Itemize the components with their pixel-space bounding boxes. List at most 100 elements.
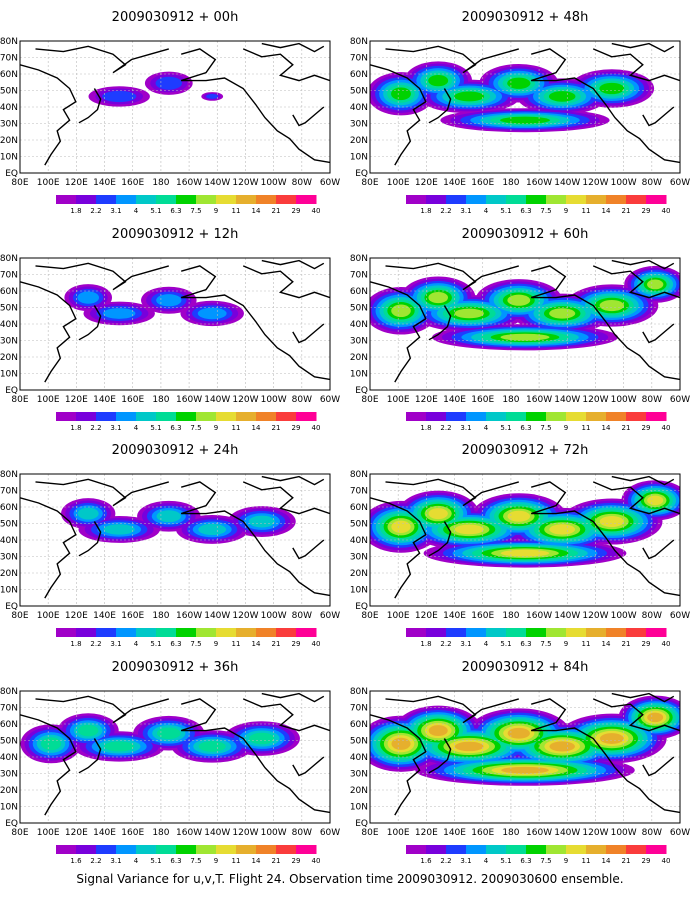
lon-label: 120E bbox=[415, 828, 438, 838]
colorbar-tick: 5.1 bbox=[150, 640, 161, 648]
colorbar-tick: 7.5 bbox=[540, 424, 551, 432]
colorbar-tick: 4 bbox=[134, 857, 139, 865]
coastline bbox=[428, 521, 452, 557]
colorbar-swatch bbox=[236, 628, 257, 637]
colorbar-swatch bbox=[586, 195, 607, 204]
coastline bbox=[611, 42, 675, 53]
colorbar-swatch bbox=[96, 845, 117, 854]
colorbar-swatch bbox=[116, 628, 137, 637]
colorbar-tick: 5.1 bbox=[500, 857, 511, 865]
colorbar-swatch bbox=[526, 628, 547, 637]
lon-label: 60W bbox=[320, 395, 340, 405]
colorbar-tick: 40 bbox=[312, 857, 321, 865]
colorbar-swatch bbox=[446, 845, 467, 854]
lon-label: 100W bbox=[261, 828, 287, 838]
lon-label: 80E bbox=[361, 611, 378, 621]
lat-label: EQ bbox=[355, 819, 368, 829]
lon-label: 160E bbox=[121, 611, 144, 621]
colorbar-tick: 11 bbox=[582, 424, 591, 432]
lat-label: 20N bbox=[350, 786, 368, 796]
coastline bbox=[385, 478, 519, 507]
lon-label: 140E bbox=[443, 611, 466, 621]
lon-label: 140W bbox=[554, 178, 580, 188]
lon-label: 140W bbox=[204, 611, 230, 621]
lat-label: 10N bbox=[0, 803, 18, 813]
lat-label: 30N bbox=[350, 337, 368, 347]
lat-label: EQ bbox=[5, 169, 18, 179]
variance-contour bbox=[599, 299, 625, 312]
variance-contour bbox=[500, 333, 550, 341]
lat-label: 40N bbox=[0, 103, 18, 113]
colorbar-swatch bbox=[626, 412, 647, 421]
coastline bbox=[530, 265, 680, 381]
colorbar-tick: 1.8 bbox=[420, 424, 431, 432]
colorbar-swatch bbox=[256, 412, 277, 421]
colorbar-swatch bbox=[426, 628, 447, 637]
colorbar-tick: 21 bbox=[622, 857, 631, 865]
lat-label: 50N bbox=[350, 520, 368, 530]
lon-label: 180 bbox=[152, 395, 169, 405]
colorbar-tick: 1.8 bbox=[420, 207, 431, 215]
lon-label: 180 bbox=[502, 395, 519, 405]
colorbar-swatch bbox=[646, 195, 667, 204]
colorbar-swatch bbox=[56, 628, 77, 637]
lon-label: 160E bbox=[471, 611, 494, 621]
colorbar-swatch bbox=[116, 195, 137, 204]
variance-contour bbox=[549, 524, 576, 535]
coastline bbox=[370, 714, 427, 816]
panel-title: 2009030912 + 36h bbox=[112, 660, 239, 675]
colorbar-swatch bbox=[426, 195, 447, 204]
colorbar-tick: 4 bbox=[484, 424, 489, 432]
colorbar-tick: 2.2 bbox=[90, 640, 101, 648]
colorbar-swatch bbox=[486, 845, 507, 854]
coastline bbox=[385, 45, 519, 74]
lat-label: 40N bbox=[350, 753, 368, 763]
colorbar-swatch bbox=[216, 628, 237, 637]
colorbar-swatch bbox=[526, 845, 547, 854]
variance-contour bbox=[391, 737, 411, 750]
coastline bbox=[78, 738, 102, 774]
variance-contour bbox=[102, 308, 136, 319]
variance-contour bbox=[507, 727, 530, 739]
colorbar-swatch bbox=[196, 628, 217, 637]
colorbar-tick: 40 bbox=[662, 857, 671, 865]
lon-label: 100W bbox=[611, 178, 637, 188]
lon-label: 60W bbox=[670, 611, 690, 621]
lat-label: 40N bbox=[0, 753, 18, 763]
coastline bbox=[20, 281, 77, 383]
colorbar-swatch bbox=[466, 195, 487, 204]
variance-contour bbox=[549, 308, 576, 319]
lon-label: 160W bbox=[526, 178, 552, 188]
lon-label: 120W bbox=[582, 828, 608, 838]
lon-label: 80E bbox=[11, 395, 28, 405]
variance-contour bbox=[155, 76, 183, 90]
lon-label: 100W bbox=[261, 178, 287, 188]
coastline bbox=[78, 88, 102, 124]
lat-label: 20N bbox=[0, 786, 18, 796]
lat-label: 10N bbox=[0, 370, 18, 380]
lat-label: 10N bbox=[350, 153, 368, 163]
colorbar-tick: 6.3 bbox=[520, 640, 531, 648]
lon-label: 160W bbox=[176, 611, 202, 621]
variance-contour bbox=[197, 307, 227, 320]
coastline bbox=[261, 475, 325, 486]
panel-title: 2009030912 + 12h bbox=[112, 227, 239, 242]
variance-contour bbox=[156, 727, 181, 740]
variance-contour bbox=[454, 524, 484, 535]
colorbar-tick: 1.8 bbox=[70, 207, 81, 215]
colorbar-swatch bbox=[296, 195, 317, 204]
colorbar-tick: 3.1 bbox=[460, 857, 471, 865]
lon-label: 160W bbox=[526, 828, 552, 838]
lon-label: 100W bbox=[611, 828, 637, 838]
lon-label: 180 bbox=[152, 178, 169, 188]
lat-label: 70N bbox=[0, 54, 18, 64]
colorbar-swatch bbox=[606, 412, 627, 421]
variance-contour bbox=[647, 712, 664, 723]
lon-label: 120E bbox=[65, 828, 88, 838]
lat-label: 60N bbox=[0, 287, 18, 297]
lat-label: 10N bbox=[350, 370, 368, 380]
lat-label: 70N bbox=[0, 271, 18, 281]
lat-label: 30N bbox=[0, 120, 18, 130]
colorbar-swatch bbox=[586, 845, 607, 854]
lat-label: EQ bbox=[5, 386, 18, 396]
